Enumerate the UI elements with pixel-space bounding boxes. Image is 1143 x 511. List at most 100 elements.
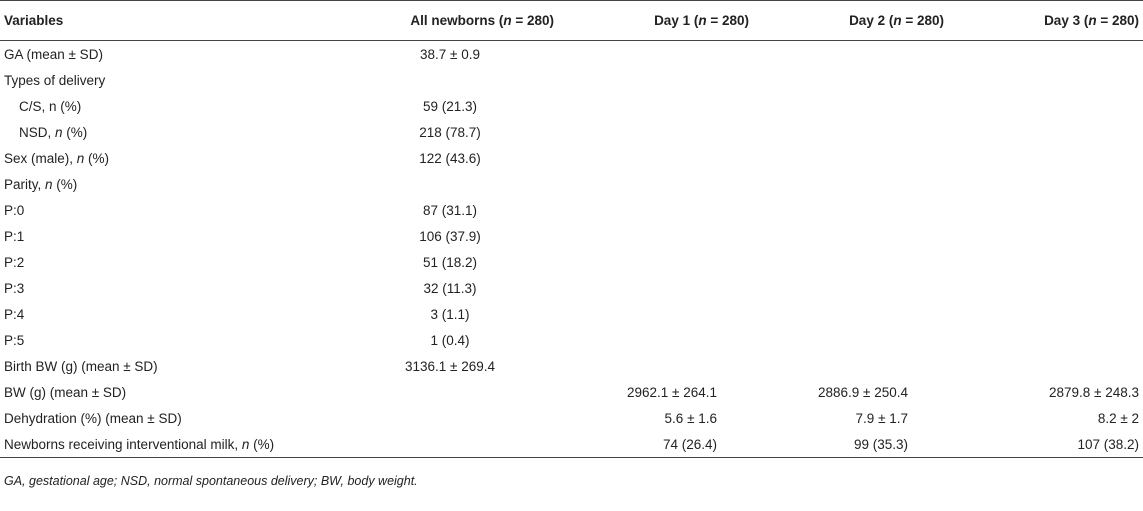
table-row: P:1 106 (37.9) — [0, 223, 1143, 249]
cell-day-2: 2886.9 ± 250.4 — [818, 384, 908, 400]
row-label: GA (mean ± SD) — [4, 46, 103, 62]
row-label: Dehydration (%) (mean ± SD) — [4, 410, 182, 426]
cell-all-newborns: 51 (18.2) — [422, 254, 478, 270]
table-row: Dehydration (%) (mean ± SD) 5.6 ± 1.6 7.9 … — [0, 405, 1143, 431]
cell-all-newborns: 3 (1.1) — [430, 306, 470, 322]
row-label: Newborns receiving interventional milk, … — [0, 431, 340, 458]
table-row: P:0 87 (31.1) — [0, 197, 1143, 223]
cell-day-1 — [560, 145, 755, 171]
cell-day-2 — [755, 197, 950, 223]
cell-day-1 — [560, 301, 755, 327]
cell-day-3 — [950, 197, 1143, 223]
cell-all-newborns: 32 (11.3) — [423, 280, 477, 296]
cell-day-3 — [950, 67, 1143, 93]
cell-all-newborns: 3136.1 ± 269.4 — [405, 358, 495, 374]
cell-day-2 — [755, 145, 950, 171]
cell-all-newborns — [340, 67, 560, 93]
table-footnote: GA, gestational age; NSD, normal spontan… — [4, 474, 418, 488]
cell-day-1 — [560, 93, 755, 119]
cell-day-3 — [950, 249, 1143, 275]
row-label: P:2 — [4, 254, 25, 270]
cell-day-1 — [560, 67, 755, 93]
cell-day-2 — [755, 93, 950, 119]
data-table-container: Variables All newborns (n = 280) Day 1 (… — [0, 0, 1143, 488]
table-row: Types of delivery — [0, 67, 1143, 93]
table-row: Birth BW (g) (mean ± SD) 3136.1 ± 269.4 — [0, 353, 1143, 379]
cell-day-1 — [560, 171, 755, 197]
cell-day-2 — [755, 171, 950, 197]
cell-day-1: 2962.1 ± 264.1 — [627, 384, 717, 400]
table-body: GA (mean ± SD) 38.7 ± 0.9 Types of deliver… — [0, 41, 1143, 458]
cell-all-newborns: 1 (0.4) — [430, 332, 470, 348]
row-label: Types of delivery — [4, 72, 106, 88]
cell-day-1 — [560, 41, 755, 68]
cell-day-1 — [560, 275, 755, 301]
cell-day-1 — [560, 327, 755, 353]
header-all-newborns: All newborns (n = 280) — [340, 0, 560, 41]
cell-day-3: 107 (38.2) — [950, 431, 1143, 458]
cell-day-2 — [755, 119, 950, 145]
cell-all-newborns — [340, 379, 560, 405]
cell-all-newborns — [340, 171, 560, 197]
cell-day-3: 8.2 ± 2 — [1097, 410, 1139, 426]
cell-day-2 — [755, 67, 950, 93]
cell-day-2 — [755, 41, 950, 68]
cell-day-3 — [950, 171, 1143, 197]
row-label: Parity, n (%) — [4, 176, 78, 192]
table-row: P:4 3 (1.1) — [0, 301, 1143, 327]
cell-day-2: 99 (35.3) — [755, 431, 950, 458]
cell-day-2 — [755, 223, 950, 249]
row-label: NSD, n (%) — [19, 124, 88, 140]
cell-all-newborns: 59 (21.3) — [422, 98, 478, 114]
cell-day-2 — [755, 249, 950, 275]
cell-day-3 — [950, 223, 1143, 249]
cell-day-3 — [950, 41, 1143, 68]
row-label: Birth BW (g) (mean ± SD) — [4, 358, 158, 374]
row-label: Sex (male), n (%) — [4, 150, 110, 166]
cell-day-1 — [560, 119, 755, 145]
cell-day-1 — [560, 249, 755, 275]
cell-day-3 — [950, 327, 1143, 353]
cell-day-1 — [560, 353, 755, 379]
row-label: P:5 — [4, 332, 25, 348]
cell-day-3 — [950, 145, 1143, 171]
header-day-1: Day 1 (n = 280) — [560, 0, 755, 41]
cell-day-2 — [755, 353, 950, 379]
cell-all-newborns — [340, 405, 560, 431]
table-header-row: Variables All newborns (n = 280) Day 1 (… — [0, 0, 1143, 41]
cell-day-2: 7.9 ± 1.7 — [855, 410, 908, 426]
header-variables: Variables — [0, 0, 340, 41]
cell-day-3 — [950, 119, 1143, 145]
cell-all-newborns — [340, 431, 560, 458]
table-row: P:5 1 (0.4) — [0, 327, 1143, 353]
cell-day-3 — [950, 275, 1143, 301]
table-row: Sex (male), n (%) 122 (43.6) — [0, 145, 1143, 171]
cell-all-newborns: 106 (37.9) — [419, 228, 481, 244]
cell-day-2 — [755, 275, 950, 301]
table-row: BW (g) (mean ± SD) 2962.1 ± 264.1 2886.9 ±… — [0, 379, 1143, 405]
cell-day-2 — [755, 301, 950, 327]
cell-day-1 — [560, 223, 755, 249]
table-row: P:3 32 (11.3) — [0, 275, 1143, 301]
cell-all-newborns: 122 (43.6) — [419, 150, 481, 166]
table-row: Parity, n (%) — [0, 171, 1143, 197]
row-label: P:3 — [4, 280, 25, 296]
row-label: P:1 — [4, 228, 25, 244]
cell-day-2 — [755, 327, 950, 353]
table-row: P:2 51 (18.2) — [0, 249, 1143, 275]
table-row: GA (mean ± SD) 38.7 ± 0.9 — [0, 41, 1143, 68]
cell-all-newborns: 218 (78.7) — [419, 124, 481, 140]
cell-all-newborns: 87 (31.1) — [422, 202, 478, 218]
cell-day-1: 74 (26.4) — [560, 431, 755, 458]
cell-day-3: 2879.8 ± 248.3 — [1049, 384, 1139, 400]
newborn-characteristics-table: Variables All newborns (n = 280) Day 1 (… — [0, 0, 1143, 458]
cell-all-newborns: 38.7 ± 0.9 — [420, 46, 480, 62]
header-day-2: Day 2 (n = 280) — [755, 0, 950, 41]
row-label: C/S, n (%) — [19, 98, 82, 114]
row-label: P:0 — [4, 202, 25, 218]
row-label: P:4 — [4, 306, 25, 322]
cell-day-3 — [950, 353, 1143, 379]
cell-day-3 — [950, 93, 1143, 119]
table-row: Newborns receiving interventional milk, … — [0, 431, 1143, 458]
table-row: C/S, n (%) 59 (21.3) — [0, 93, 1143, 119]
